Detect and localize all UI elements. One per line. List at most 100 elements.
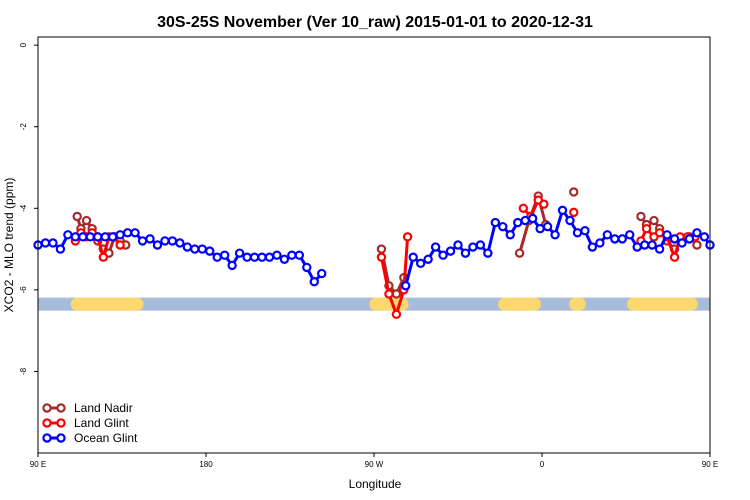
data-point bbox=[234, 248, 245, 258]
data-point bbox=[167, 236, 178, 246]
data-point bbox=[175, 238, 185, 248]
data-point bbox=[205, 246, 215, 256]
data-point bbox=[490, 217, 501, 228]
data-point bbox=[40, 238, 51, 248]
data-point bbox=[302, 262, 312, 273]
data-point bbox=[401, 281, 411, 291]
data-point bbox=[669, 252, 680, 262]
data-point bbox=[595, 238, 605, 248]
series-ocean-glint bbox=[33, 205, 715, 291]
y-tick-label: -8 bbox=[19, 367, 28, 375]
series-layer bbox=[33, 187, 715, 320]
data-point bbox=[460, 248, 471, 258]
data-point bbox=[257, 252, 267, 262]
data-point bbox=[569, 187, 579, 197]
data-point bbox=[107, 232, 118, 242]
data-point bbox=[72, 211, 82, 222]
data-point bbox=[98, 252, 109, 262]
plot-frame bbox=[37, 36, 711, 454]
data-point bbox=[542, 221, 553, 232]
data-point bbox=[468, 242, 478, 252]
data-point bbox=[565, 215, 575, 226]
data-point bbox=[85, 232, 95, 242]
x-axis-label: Longitude bbox=[349, 477, 402, 491]
legend-marker bbox=[56, 403, 66, 413]
data-point bbox=[294, 250, 305, 260]
data-point bbox=[190, 244, 200, 254]
data-point bbox=[93, 232, 103, 242]
data-point bbox=[475, 240, 486, 250]
data-point bbox=[602, 230, 613, 240]
chart-title: 30S-25S November (Ver 10_raw) 2015-01-01… bbox=[157, 14, 593, 31]
data-point bbox=[654, 228, 665, 238]
legend-marker bbox=[42, 403, 52, 413]
data-point bbox=[264, 252, 275, 262]
data-point bbox=[408, 252, 418, 262]
data-point bbox=[677, 238, 687, 248]
data-point bbox=[115, 240, 125, 250]
data-point bbox=[272, 250, 282, 260]
data-point bbox=[197, 244, 207, 254]
data-point bbox=[48, 238, 58, 248]
data-point bbox=[518, 203, 529, 213]
data-point bbox=[649, 215, 659, 226]
data-point bbox=[287, 250, 297, 260]
data-point bbox=[498, 221, 508, 232]
data-point bbox=[81, 215, 92, 226]
legend-label: Land Nadir bbox=[74, 401, 133, 415]
x-tick-label: 90 W bbox=[365, 460, 384, 469]
data-point bbox=[572, 228, 583, 238]
data-point bbox=[636, 211, 646, 222]
data-point bbox=[309, 277, 319, 287]
data-point bbox=[587, 242, 598, 252]
legend-marker bbox=[56, 418, 66, 428]
data-point bbox=[654, 244, 665, 254]
data-point bbox=[430, 242, 441, 252]
series-line bbox=[379, 248, 406, 296]
data-point bbox=[662, 230, 672, 240]
data-point bbox=[610, 234, 620, 244]
data-point bbox=[550, 230, 560, 240]
data-point bbox=[391, 289, 402, 299]
data-point bbox=[483, 248, 493, 258]
data-point bbox=[242, 252, 252, 262]
x-tick-label: 180 bbox=[199, 460, 213, 469]
legend-item: Ocean Glint bbox=[42, 431, 138, 445]
data-point bbox=[445, 246, 456, 256]
data-point bbox=[692, 240, 702, 250]
data-point bbox=[100, 232, 110, 242]
data-point bbox=[669, 234, 680, 244]
data-point bbox=[384, 289, 394, 299]
data-point bbox=[130, 228, 140, 238]
data-point bbox=[684, 234, 695, 244]
data-point bbox=[122, 228, 133, 238]
data-point bbox=[539, 199, 549, 209]
data-point bbox=[55, 244, 66, 254]
legend-item: Land Glint bbox=[42, 416, 129, 430]
data-point bbox=[70, 232, 81, 242]
data-point bbox=[641, 223, 652, 234]
data-point bbox=[402, 232, 413, 242]
data-point bbox=[317, 268, 327, 279]
x-tick-label: 0 bbox=[540, 460, 545, 469]
y-tick-label: -4 bbox=[19, 204, 28, 212]
data-point bbox=[569, 207, 579, 218]
data-point bbox=[520, 215, 530, 226]
data-point bbox=[376, 244, 387, 254]
y-axis-label: XCO2 - MLO trend (ppm) bbox=[2, 178, 16, 313]
data-point bbox=[692, 228, 702, 238]
data-point bbox=[376, 252, 387, 262]
legend-marker bbox=[42, 418, 52, 428]
data-point bbox=[212, 252, 222, 262]
data-point bbox=[617, 234, 627, 244]
data-point bbox=[145, 234, 155, 244]
data-point bbox=[182, 242, 193, 252]
y-tick-label: -6 bbox=[19, 286, 28, 294]
data-point bbox=[514, 248, 525, 258]
x-axis: 90 E 180 90 W 0 90 E bbox=[30, 453, 718, 469]
data-point bbox=[580, 226, 590, 236]
data-point bbox=[137, 236, 148, 246]
data-point bbox=[453, 240, 463, 250]
